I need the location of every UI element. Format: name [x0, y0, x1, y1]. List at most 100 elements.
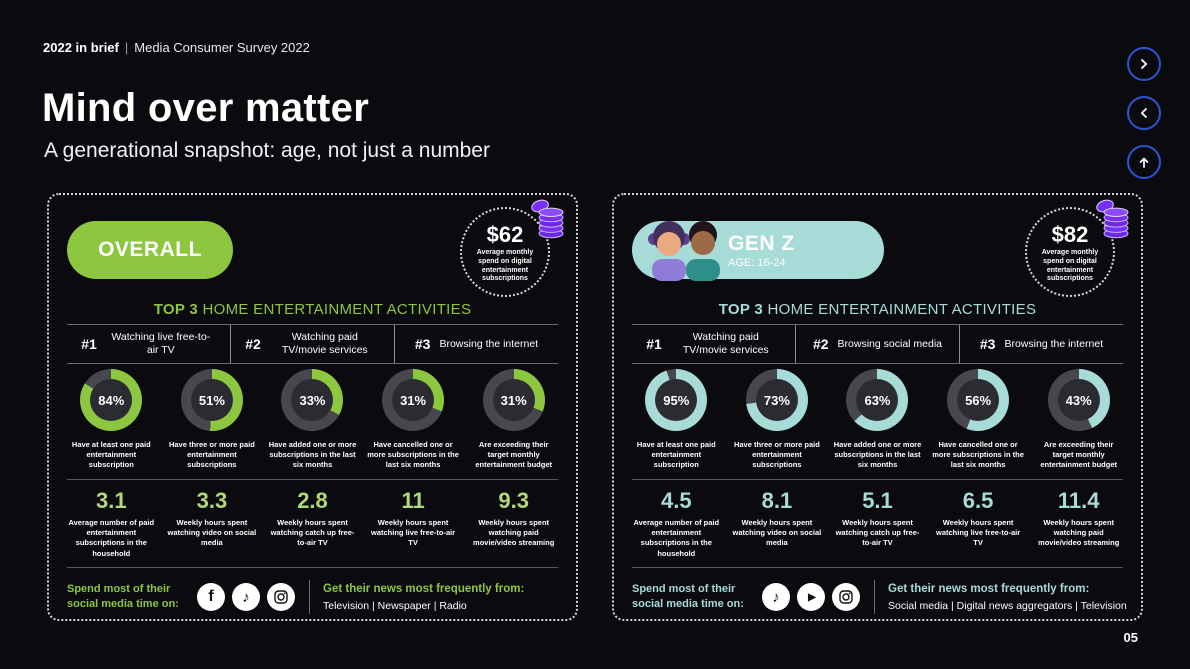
stat-value: 3.3	[196, 488, 228, 513]
stat-cell: 11 Weekly hours spent watching live free…	[363, 488, 464, 559]
stat-label: Average number of paid entertainment sub…	[68, 518, 155, 558]
rank-label: #3	[979, 336, 996, 353]
instagram-icon	[832, 583, 860, 611]
top3-item-1: #1 Watching live free-to-air TV	[67, 325, 230, 363]
top3-item-1: #1 Watching paid TV/movie services	[632, 325, 795, 363]
stats-row: 3.1 Average number of paid entertainment…	[61, 488, 564, 559]
donut-cell: 73% Have three or more paid entertainmen…	[727, 369, 828, 470]
donut-chart: 73%	[745, 369, 808, 431]
top3-heading-bold: TOP 3	[153, 301, 199, 318]
donut-cell: 43% Are exceeding their target monthly e…	[1028, 369, 1129, 470]
social-media-label-line2: social media time on:	[67, 598, 179, 610]
donut-hole: 31%	[492, 379, 535, 421]
genz-badge: GEN Z AGE: 16-24	[632, 221, 884, 281]
top3-item-3: #3 Browsing the internet	[394, 325, 558, 364]
stat-value: 9.3	[498, 488, 529, 513]
avg-spend-circle: $82 Average monthly spend on digital ent…	[1025, 207, 1115, 297]
stat-value: 5.1	[862, 488, 893, 513]
donut-chart: 51%	[180, 369, 243, 431]
panel-genz: GEN Z AGE: 16-24 $82 Average monthly spe…	[612, 193, 1143, 621]
donut-cell: 84% Have at least one paid entertainment…	[61, 369, 162, 470]
page-subtitle: A generational snapshot: age, not just a…	[44, 139, 490, 162]
next-page-button[interactable]	[1127, 47, 1161, 81]
stat-cell: 9.3 Weekly hours spent watching paid mov…	[463, 488, 564, 559]
top3-activities-row: #1 Watching paid TV/movie services #2 Br…	[632, 324, 1123, 365]
stat-cell: 3.1 Average number of paid entertainment…	[61, 488, 162, 559]
avg-spend-label: Average monthly spend on digital enterta…	[476, 249, 534, 283]
top3-item-3: #3 Browsing the internet	[959, 325, 1123, 364]
donut-chart: 31%	[382, 369, 445, 431]
donut-chart-row: 95% Have at least one paid entertainment…	[626, 369, 1129, 470]
donut-hole: 31%	[392, 379, 435, 421]
donut-cell: 31% Have cancelled one or more subscript…	[363, 369, 464, 470]
stat-label: Weekly hours spent watching catch up fre…	[835, 518, 920, 548]
stat-label: Weekly hours spent watching live free-to…	[370, 518, 456, 548]
activity-label: Watching paid TV/movie services	[682, 331, 769, 357]
breadcrumb-survey-name: Media Consumer Survey 2022	[134, 40, 310, 55]
avg-spend-amount: $82	[1051, 222, 1089, 247]
news-sources: Television | Newspaper | Radio	[323, 599, 467, 612]
rank-label: #1	[81, 336, 97, 353]
donut-cell: 33% Have added one or more subscriptions…	[262, 369, 363, 470]
donut-chart: 95%	[645, 369, 708, 431]
donut-chart: 33%	[281, 369, 344, 431]
instagram-icon	[267, 583, 295, 611]
donut-percent: 56%	[965, 392, 992, 408]
badge-label: OVERALL	[98, 238, 202, 261]
coins-icon	[1095, 197, 1131, 244]
social-icons: ♪ ▶	[762, 583, 860, 611]
divider	[309, 580, 310, 614]
divider	[67, 479, 558, 480]
donut-chart-row: 84% Have at least one paid entertainment…	[61, 369, 564, 470]
arrow-up-icon	[1139, 157, 1149, 168]
activity-label: Browsing the internet	[439, 337, 539, 350]
tiktok-icon: ♪	[762, 583, 790, 611]
donut-percent: 63%	[864, 392, 891, 408]
panel-footer: Spend most of their social media time on…	[632, 576, 1129, 618]
genz-badge-text: GEN Z AGE: 16-24	[728, 232, 795, 269]
stat-value: 2.8	[297, 488, 328, 513]
panel-footer: Spend most of their social media time on…	[67, 576, 564, 618]
chevron-right-icon	[1141, 59, 1148, 69]
donut-label: Have three or more paid entertainment su…	[168, 440, 255, 470]
donut-label: Are exceeding their target monthly enter…	[1040, 440, 1117, 470]
page-title: Mind over matter	[42, 86, 370, 130]
stat-label: Weekly hours spent watching paid movie/v…	[1038, 518, 1120, 548]
overall-badge: OVERALL	[67, 221, 233, 279]
badge-label: GEN Z	[728, 231, 795, 255]
back-to-top-button[interactable]	[1127, 145, 1161, 179]
donut-percent: 43%	[1065, 392, 1092, 408]
news-block: Get their news most frequently from: Tel…	[323, 583, 564, 612]
social-media-label: Spend most of their social media time on…	[632, 582, 760, 613]
page-number: 05	[1123, 630, 1138, 645]
donut-label: Have at least one paid entertainment sub…	[71, 440, 151, 470]
divider	[632, 567, 1123, 568]
stat-value: 6.5	[962, 488, 994, 513]
top3-heading-rest: HOME ENTERTAINMENT ACTIVITIES	[198, 301, 472, 318]
activity-label: Browsing the internet	[1004, 337, 1104, 350]
chevron-left-icon	[1140, 108, 1147, 118]
donut-cell: 63% Have added one or more subscriptions…	[827, 369, 928, 470]
previous-page-button[interactable]	[1127, 96, 1161, 130]
youtube-icon: ▶	[797, 583, 825, 611]
badge-age-range: AGE: 16-24	[728, 256, 786, 269]
donut-chart: 56%	[947, 369, 1010, 431]
donut-cell: 31% Are exceeding their target monthly e…	[463, 369, 564, 470]
social-media-label-line2: social media time on:	[632, 598, 744, 610]
news-label: Get their news most frequently from:	[323, 582, 525, 595]
donut-hole: 51%	[190, 379, 233, 421]
donut-percent: 95%	[663, 392, 690, 408]
stat-cell: 5.1 Weekly hours spent watching catch up…	[827, 488, 928, 559]
donut-chart: 84%	[80, 369, 143, 431]
stat-cell: 3.3 Weekly hours spent watching video on…	[162, 488, 263, 559]
breadcrumb: 2022 in brief | Media Consumer Survey 2022	[43, 40, 310, 55]
donut-hole: 95%	[655, 379, 698, 421]
avg-spend-circle: $62 Average monthly spend on digital ent…	[460, 207, 550, 297]
donut-label: Have added one or more subscriptions in …	[833, 440, 922, 470]
top3-heading: TOP 3 HOME ENTERTAINMENT ACTIVITIES	[614, 301, 1141, 318]
social-icons: f ♪	[197, 583, 295, 611]
donut-percent: 73%	[763, 392, 790, 408]
donut-cell: 51% Have three or more paid entertainmen…	[162, 369, 263, 470]
donut-hole: 33%	[291, 379, 334, 421]
top3-activities-row: #1 Watching live free-to-air TV #2 Watch…	[67, 324, 558, 365]
